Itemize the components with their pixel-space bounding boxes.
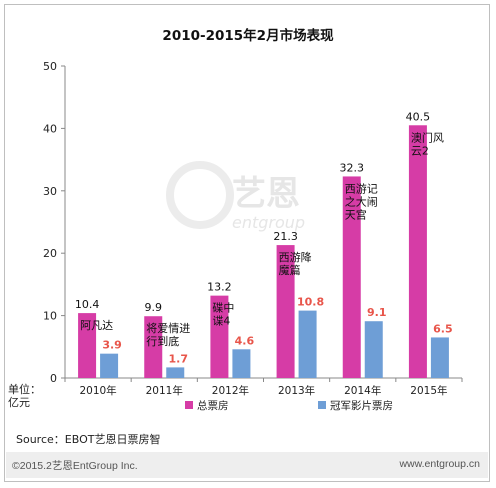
data-label-total: 10.4 bbox=[75, 298, 100, 311]
bar-champion-film bbox=[166, 367, 185, 378]
film-annotation: 阿凡达 bbox=[80, 319, 113, 332]
y-tick-label: 10 bbox=[43, 310, 57, 323]
source-note: Source：EBOT艺恩日票房智 bbox=[16, 433, 161, 446]
x-tick-label: 2010年 bbox=[79, 384, 116, 397]
data-label-total: 40.5 bbox=[406, 110, 431, 123]
y-axis-unit-label: 亿元 bbox=[8, 396, 30, 409]
watermark-logo-subtext: entgroup bbox=[232, 213, 305, 232]
legend-swatch-total bbox=[185, 401, 193, 409]
bar-champion-film bbox=[430, 337, 449, 378]
data-label-total: 9.9 bbox=[145, 301, 163, 314]
film-annotation: 天宫 bbox=[345, 207, 367, 221]
film-annotation: 西游记 bbox=[345, 182, 378, 195]
bar-champion-film bbox=[298, 310, 317, 378]
x-tick-label: 2015年 bbox=[410, 384, 447, 397]
legend-swatch-champion bbox=[318, 401, 326, 409]
film-annotation: 西游降 bbox=[279, 250, 312, 264]
film-annotation: 将爱情进 bbox=[146, 322, 190, 335]
y-tick-label: 0 bbox=[50, 372, 57, 385]
data-label-total: 13.2 bbox=[207, 281, 232, 294]
film-annotation: 澳门风 bbox=[411, 130, 444, 144]
film-annotation: 行到底 bbox=[146, 334, 179, 348]
film-annotation: 之大闹 bbox=[345, 194, 378, 208]
data-label-total: 21.3 bbox=[273, 230, 298, 243]
data-label-champion: 3.9 bbox=[102, 339, 122, 352]
footer-copyright: ©2015.2艺恩EntGroup Inc. bbox=[12, 460, 138, 472]
bar-total-box-office bbox=[342, 176, 361, 378]
film-annotation: 碟中 bbox=[212, 302, 234, 315]
y-tick-label: 40 bbox=[43, 122, 57, 135]
bar-champion-film bbox=[232, 349, 251, 378]
watermark-logo-text: 艺恩 bbox=[232, 174, 300, 214]
data-label-champion: 6.5 bbox=[433, 322, 453, 335]
film-annotation: 谍4 bbox=[212, 315, 230, 328]
film-annotation: 云2 bbox=[411, 144, 429, 157]
chart-title: 2010-2015年2月市场表现 bbox=[162, 27, 334, 44]
x-tick-label: 2012年 bbox=[212, 384, 249, 397]
data-label-champion: 9.1 bbox=[367, 306, 387, 319]
x-tick-label: 2011年 bbox=[146, 384, 183, 397]
bar-total-box-office bbox=[78, 313, 97, 378]
data-label-champion: 4.6 bbox=[235, 334, 255, 347]
y-axis-unit-label: 单位： bbox=[8, 382, 41, 396]
x-tick-label: 2013年 bbox=[278, 384, 315, 397]
film-annotation: 魔篇 bbox=[279, 263, 301, 277]
watermark-logo-icon bbox=[166, 161, 234, 229]
bar-total-box-office bbox=[144, 316, 163, 378]
data-label-total: 32.3 bbox=[340, 161, 365, 174]
bar-total-box-office bbox=[276, 245, 295, 378]
x-tick-label: 2014年 bbox=[344, 384, 381, 397]
bar-champion-film bbox=[364, 321, 383, 378]
legend-label-total: 总票房 bbox=[197, 399, 229, 412]
bar-total-box-office bbox=[408, 125, 427, 378]
bar-total-box-office bbox=[210, 295, 229, 378]
footer-bar: ©2015.2艺恩EntGroup Inc. www.entgroup.cn bbox=[6, 452, 488, 478]
data-label-champion: 10.8 bbox=[297, 296, 324, 309]
legend-label-champion: 冠军影片票房 bbox=[330, 399, 393, 412]
y-tick-label: 50 bbox=[43, 60, 57, 73]
bar-champion-film bbox=[100, 353, 119, 378]
y-tick-label: 20 bbox=[43, 247, 57, 260]
footer-website: www.entgroup.cn bbox=[399, 458, 480, 470]
data-label-champion: 1.7 bbox=[169, 352, 189, 365]
y-tick-label: 30 bbox=[43, 185, 57, 198]
